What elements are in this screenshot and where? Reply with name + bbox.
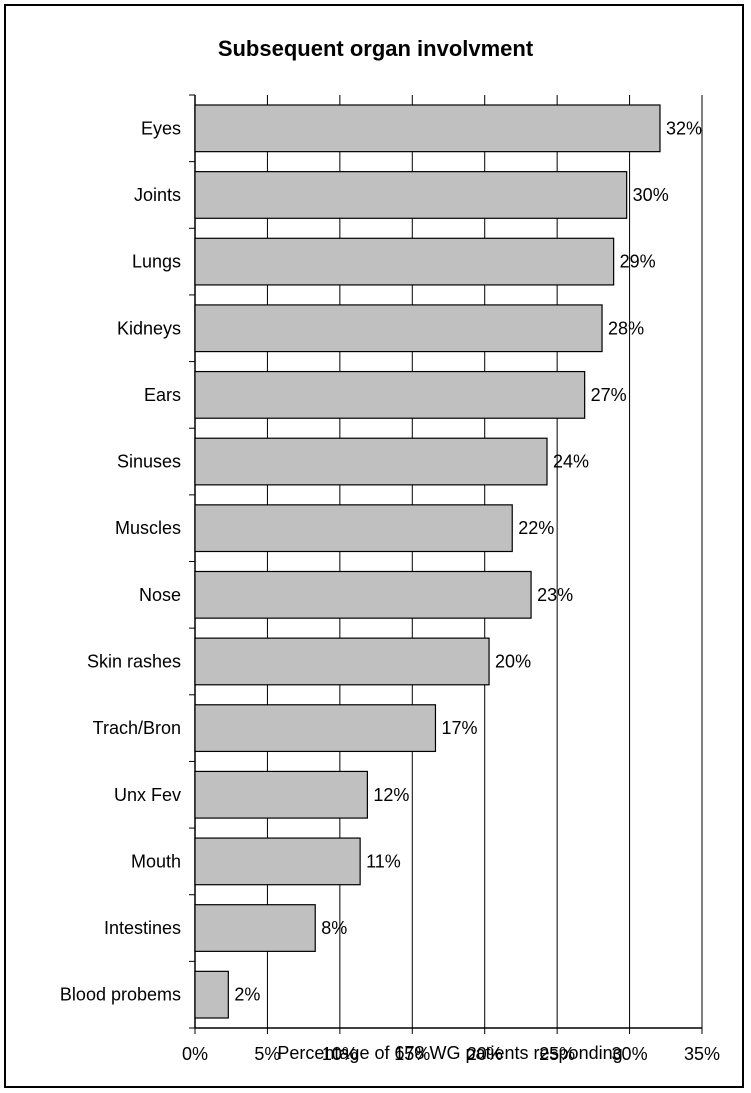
data-label: 27% (591, 385, 627, 405)
category-label: Sinuses (117, 452, 181, 472)
x-tick-label: 25% (539, 1044, 575, 1064)
category-label: Muscles (115, 518, 181, 538)
category-label: Unx Fev (114, 785, 181, 805)
x-tick-label: 5% (254, 1044, 280, 1064)
bar (194, 171, 628, 219)
category-label: Ears (144, 385, 181, 405)
x-tick-label: 35% (684, 1044, 720, 1064)
bar (194, 704, 437, 753)
category-label: Eyes (141, 118, 181, 138)
x-tick-label: 0% (182, 1044, 208, 1064)
data-label: 11% (366, 851, 401, 871)
x-tick-label: 20% (467, 1044, 503, 1064)
category-label: Joints (134, 185, 181, 205)
data-label: 28% (608, 318, 644, 338)
data-label: 20% (495, 651, 531, 671)
data-label: 32% (666, 118, 702, 138)
bar (194, 570, 532, 619)
category-label: Blood probems (60, 985, 181, 1005)
category-label: Intestines (104, 918, 181, 938)
bar (194, 437, 548, 486)
data-label: 12% (373, 785, 409, 805)
category-label: Skin rashes (87, 651, 181, 671)
bar (194, 370, 586, 419)
data-label: 17% (441, 718, 477, 738)
category-label: Nose (139, 585, 181, 605)
bar (194, 904, 316, 952)
bar (194, 237, 615, 286)
data-label: 30% (633, 185, 669, 205)
data-label: 2% (234, 985, 260, 1005)
bar (194, 504, 513, 553)
data-label: 24% (553, 452, 589, 472)
bar (194, 304, 603, 353)
category-label: Kidneys (117, 318, 181, 338)
chart-title: Subsequent organ involvment (217, 36, 534, 61)
bar (194, 770, 368, 819)
category-label: Trach/Bron (93, 718, 181, 738)
bar (194, 837, 361, 886)
bar (194, 970, 229, 1019)
x-tick-label: 15% (394, 1044, 430, 1064)
data-label: 29% (620, 252, 656, 272)
data-label: 22% (518, 518, 554, 538)
data-label: 23% (537, 585, 573, 605)
bar (194, 104, 661, 153)
bar (194, 637, 490, 686)
x-axis-label: Percentage of 678 WG patients responding (277, 1043, 623, 1063)
data-label: 8% (321, 918, 347, 938)
category-label: Lungs (132, 252, 181, 272)
category-label: Mouth (131, 851, 181, 871)
x-tick-label: 30% (612, 1044, 648, 1064)
x-tick-label: 10% (322, 1044, 358, 1064)
